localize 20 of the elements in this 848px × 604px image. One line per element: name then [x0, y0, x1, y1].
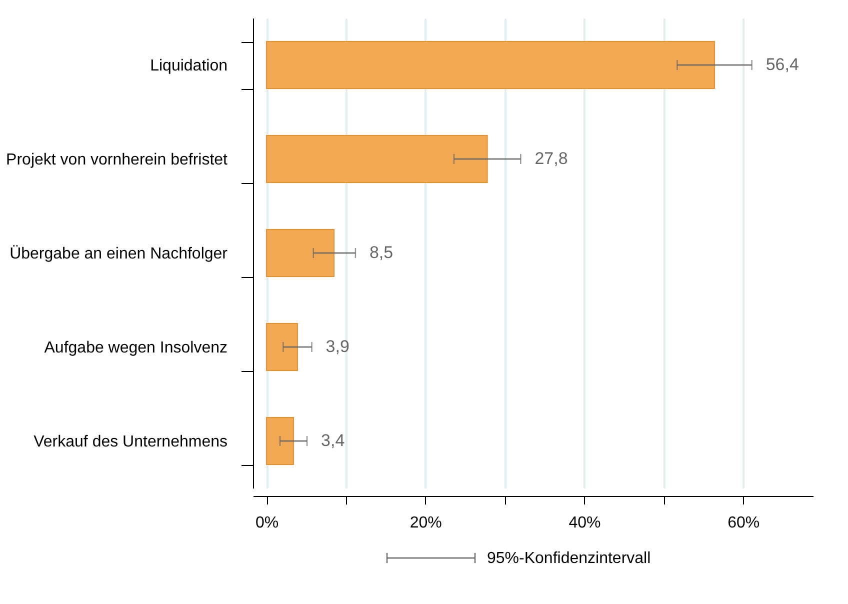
bar — [266, 135, 488, 183]
y-tick-label: Liquidation — [150, 58, 228, 74]
data-label: 27,8 — [534, 149, 568, 168]
bar — [266, 417, 294, 465]
y-tick-label: Verkauf des Unternehmens — [34, 434, 228, 450]
x-tick-label: 20% — [410, 514, 442, 532]
data-label: 3,9 — [326, 337, 350, 356]
y-tick-label: Übergabe an einen Nachfolger — [10, 244, 228, 262]
bar — [266, 229, 335, 277]
x-tick-label: 40% — [568, 514, 601, 532]
x-tick-label: 60% — [728, 514, 760, 532]
data-label: 3,4 — [321, 431, 345, 450]
x-tick-label: 0% — [255, 514, 279, 532]
bar — [266, 41, 716, 89]
bar — [266, 323, 298, 371]
y-tick-label: Projekt von vornherein befristet — [6, 152, 228, 168]
y-tick-label: Aufgabe wegen Insolvenz — [44, 340, 228, 356]
data-label: 8,5 — [369, 243, 394, 262]
data-label: 56,4 — [766, 55, 799, 74]
text: 95%-Konfidenzintervall — [487, 550, 651, 567]
